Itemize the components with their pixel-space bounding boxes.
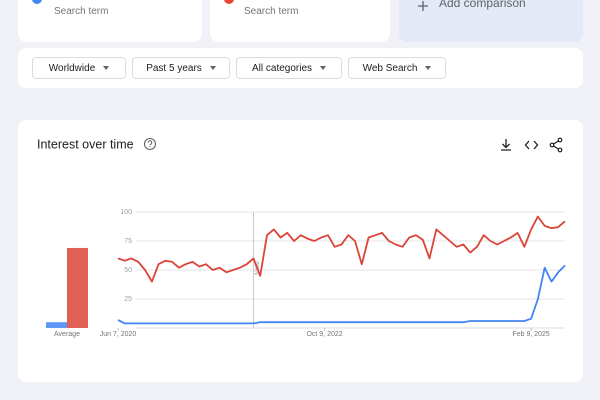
filter-label: Past 5 years — [146, 62, 202, 74]
plus-icon — [417, 0, 429, 15]
chart-card — [18, 120, 583, 382]
filter-bar: Worldwide Past 5 years All categories We… — [18, 48, 583, 88]
term-dot — [224, 0, 234, 4]
average-bar — [67, 247, 88, 328]
filter-button[interactable]: Web Search — [348, 57, 446, 79]
average-bar — [46, 322, 67, 328]
y-tick-label: 75 — [124, 238, 132, 245]
term-dot — [32, 0, 42, 4]
filter-button[interactable]: Past 5 years — [132, 57, 230, 79]
term-type: Search term — [244, 6, 299, 17]
x-tick-label: Oct 9, 2022 — [306, 331, 342, 338]
download-icon[interactable] — [501, 139, 511, 151]
embed-icon[interactable] — [524, 140, 539, 150]
term-card[interactable]: Search term — [18, 0, 202, 42]
filter-button[interactable]: Worldwide — [32, 57, 126, 79]
share-icon[interactable] — [549, 137, 563, 153]
filter-button[interactable]: All categories — [236, 57, 342, 79]
term-card[interactable]: Search term — [210, 0, 390, 42]
x-tick-label: Feb 9, 2025 — [512, 331, 549, 338]
x-tick-label: Jun 7, 2020 — [100, 331, 137, 338]
term-type: Search term — [54, 6, 109, 17]
filter-label: Worldwide — [48, 62, 96, 74]
help-icon[interactable] — [143, 137, 157, 151]
y-tick-label: 25 — [124, 296, 132, 303]
add-comparison[interactable]: Add comparison — [399, 0, 583, 42]
add-comparison-label: Add comparison — [439, 0, 526, 10]
filter-label: Web Search — [362, 62, 418, 74]
average-label: Average — [54, 331, 80, 338]
y-tick-label: 100 — [120, 209, 132, 216]
plus — [418, 1, 428, 11]
trend-line — [117, 264, 566, 325]
trend-line — [117, 215, 566, 283]
chart-title: Interest over time — [37, 137, 134, 151]
filter-label: All categories — [251, 62, 313, 74]
y-tick-label: 50 — [124, 267, 132, 274]
